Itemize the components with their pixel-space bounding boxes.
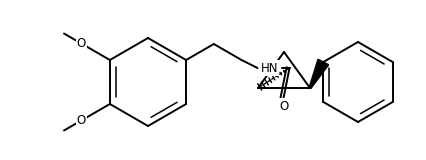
Text: O: O xyxy=(279,100,288,112)
Text: O: O xyxy=(77,114,86,127)
Polygon shape xyxy=(309,59,329,88)
Text: O: O xyxy=(77,37,86,50)
Text: HN: HN xyxy=(261,61,278,75)
